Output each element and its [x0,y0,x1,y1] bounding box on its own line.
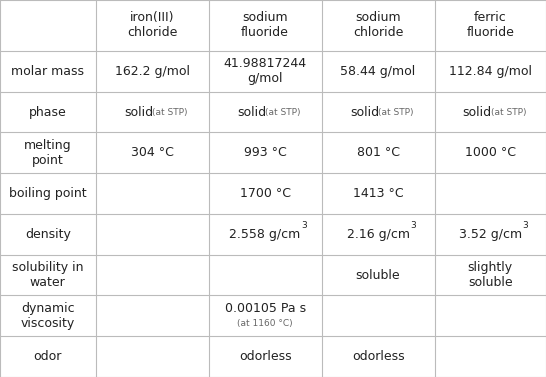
Text: 2.558 g/cm: 2.558 g/cm [229,228,301,241]
Text: solubility in
water: solubility in water [12,261,84,289]
Text: 304 °C: 304 °C [130,146,174,159]
Text: 58.44 g/mol: 58.44 g/mol [341,65,416,78]
Text: 3: 3 [302,221,307,230]
Text: solid: solid [237,106,266,118]
Text: 2.16 g/cm: 2.16 g/cm [347,228,410,241]
Text: (at STP): (at STP) [378,107,414,116]
Text: density: density [25,228,71,241]
Text: solid: solid [124,106,153,118]
Text: 1413 °C: 1413 °C [353,187,403,200]
Text: solid: solid [462,106,491,118]
Text: phase: phase [29,106,67,118]
Text: odor: odor [34,350,62,363]
Text: (at STP): (at STP) [490,107,526,116]
Text: sodium
chloride: sodium chloride [353,11,403,40]
Text: (at STP): (at STP) [265,107,301,116]
Text: odorless: odorless [352,350,405,363]
Text: sodium
fluoride: sodium fluoride [241,11,289,40]
Text: 41.98817244
g/mol: 41.98817244 g/mol [223,57,307,85]
Text: 801 °C: 801 °C [357,146,400,159]
Text: boiling point: boiling point [9,187,87,200]
Text: 0.00105 Pa s: 0.00105 Pa s [224,302,306,315]
Text: slightly
soluble: slightly soluble [468,261,513,289]
Text: 3: 3 [523,221,528,230]
Text: dynamic
viscosity: dynamic viscosity [21,302,75,330]
Text: (at STP): (at STP) [152,107,188,116]
Text: (at 1160 °C): (at 1160 °C) [238,319,293,328]
Text: 1700 °C: 1700 °C [240,187,290,200]
Text: 993 °C: 993 °C [244,146,287,159]
Text: soluble: soluble [356,268,400,282]
Text: 112.84 g/mol: 112.84 g/mol [449,65,532,78]
Text: iron(III)
chloride: iron(III) chloride [127,11,177,40]
Text: ferric
fluoride: ferric fluoride [466,11,514,40]
Text: solid: solid [350,106,379,118]
Text: 3.52 g/cm: 3.52 g/cm [459,228,522,241]
Text: 3: 3 [411,221,417,230]
Text: molar mass: molar mass [11,65,84,78]
Text: 162.2 g/mol: 162.2 g/mol [115,65,189,78]
Text: odorless: odorless [239,350,292,363]
Text: 1000 °C: 1000 °C [465,146,516,159]
Text: melting
point: melting point [24,139,72,167]
